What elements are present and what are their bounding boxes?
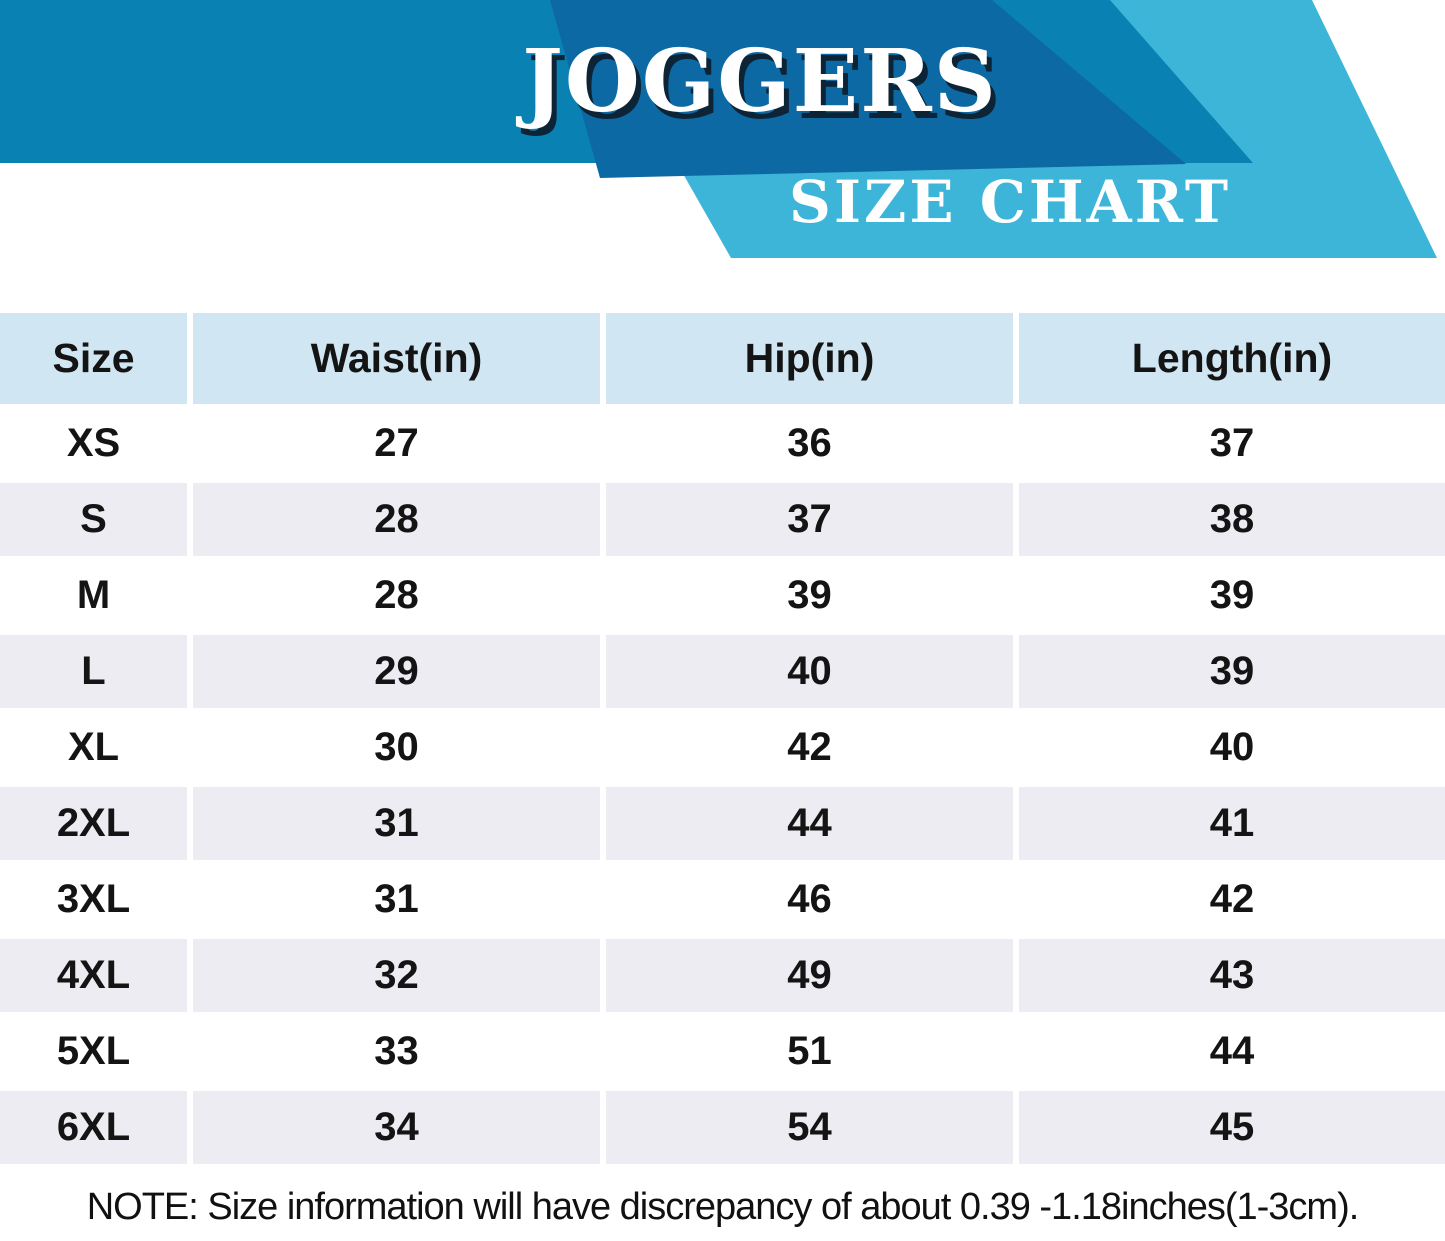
length-cell: 38	[1019, 483, 1445, 556]
hip-cell: 36	[606, 407, 1013, 480]
size-label-cell: 4XL	[0, 939, 187, 1012]
hip-cell: 40	[606, 635, 1013, 708]
waist-cell: 27	[193, 407, 600, 480]
size-label-cell: XS	[0, 407, 187, 480]
hip-cell: 44	[606, 787, 1013, 860]
length-cell: 43	[1019, 939, 1445, 1012]
hip-cell: 46	[606, 863, 1013, 936]
banner-shapes	[0, 0, 1437, 258]
hip-cell: 51	[606, 1015, 1013, 1088]
length-cell: 40	[1019, 711, 1445, 784]
waist-cell: 31	[193, 863, 600, 936]
length-cell: 39	[1019, 635, 1445, 708]
size-label-cell: XL	[0, 711, 187, 784]
size-label-cell: 5XL	[0, 1015, 187, 1088]
column-header-length: Length(in)	[1019, 313, 1445, 404]
size-label-cell: 3XL	[0, 863, 187, 936]
column-header-hip: Hip(in)	[606, 313, 1013, 404]
page-subtitle: SIZE CHART	[788, 168, 1232, 236]
hip-cell: 39	[606, 559, 1013, 632]
waist-cell: 30	[193, 711, 600, 784]
size-label-cell: 6XL	[0, 1091, 187, 1164]
size-label-cell: S	[0, 483, 187, 556]
length-cell: 44	[1019, 1015, 1445, 1088]
hip-cell: 54	[606, 1091, 1013, 1164]
hip-cell: 37	[606, 483, 1013, 556]
waist-cell: 32	[193, 939, 600, 1012]
header-banner: JOGGERS SIZE CHART	[0, 0, 1445, 280]
note-text: NOTE: Size information will have discrep…	[86, 1186, 1360, 1228]
size-label-cell: 2XL	[0, 787, 187, 860]
hip-cell: 49	[606, 939, 1013, 1012]
column-header-size: Size	[0, 313, 187, 404]
column-header-waist: Waist(in)	[193, 313, 600, 404]
waist-cell: 34	[193, 1091, 600, 1164]
size-label-cell: L	[0, 635, 187, 708]
length-cell: 42	[1019, 863, 1445, 936]
length-cell: 41	[1019, 787, 1445, 860]
page-title: JOGGERS	[522, 31, 998, 132]
length-cell: 39	[1019, 559, 1445, 632]
hip-cell: 42	[606, 711, 1013, 784]
waist-cell: 29	[193, 635, 600, 708]
waist-cell: 28	[193, 483, 600, 556]
length-cell: 37	[1019, 407, 1445, 480]
length-cell: 45	[1019, 1091, 1445, 1164]
size-label-cell: M	[0, 559, 187, 632]
waist-cell: 31	[193, 787, 600, 860]
title-ribbon-shape	[550, 0, 1186, 178]
waist-cell: 33	[193, 1015, 600, 1088]
waist-cell: 28	[193, 559, 600, 632]
size-table: Size Waist(in) Hip(in) Length(in) XS 27 …	[0, 313, 1445, 1164]
